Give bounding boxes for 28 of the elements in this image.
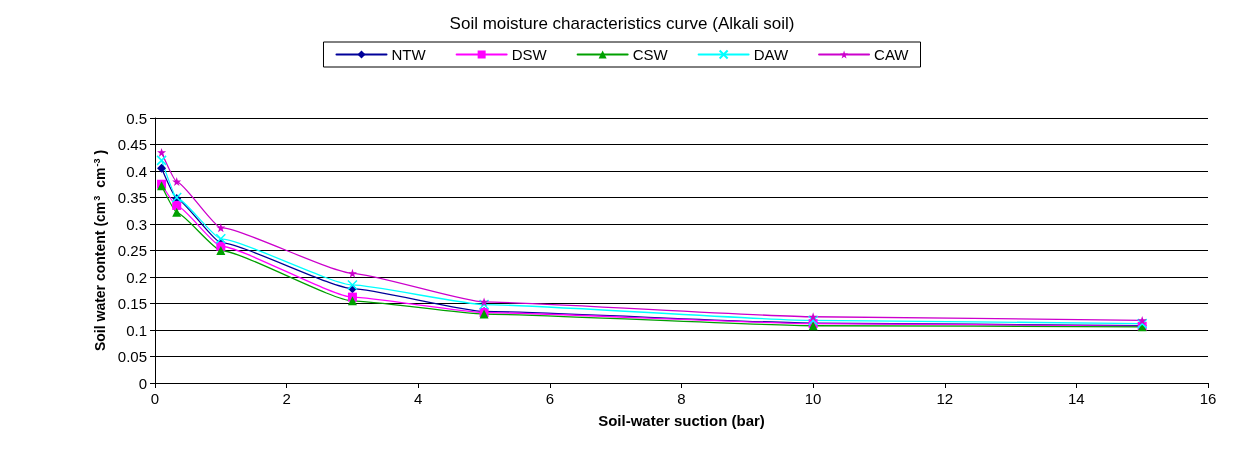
legend-label: CAW	[874, 46, 910, 63]
y-tick-label: 0.25	[117, 242, 147, 259]
y-tick-label: 0.3	[126, 215, 147, 233]
y-tick-label: 0.15	[117, 295, 147, 312]
chart-title: Soil moisture characteristics curve (Alkali soil)	[449, 14, 795, 33]
y-tick-label: 0.4	[126, 162, 147, 180]
x-tick-label: 8	[677, 390, 686, 407]
y-tick-label: 0.35	[117, 189, 147, 206]
y-tick-label: 0.1	[126, 321, 147, 339]
x-tick-label: 2	[282, 390, 291, 407]
x-tick-label: 6	[545, 390, 555, 407]
legend-label: DAW	[753, 46, 789, 63]
y-axis-title: Soil water content (cm3 cm-3)	[91, 149, 108, 352]
legend-label: NTW	[391, 46, 427, 63]
x-tick-label: 12	[936, 390, 954, 407]
y-tick-label: 0.45	[117, 136, 147, 153]
y-tick-label: 0.2	[126, 268, 147, 286]
x-tick-label: 16	[1199, 390, 1217, 407]
x-tick-label: 10	[804, 390, 822, 407]
legend-label: CSW	[632, 46, 669, 63]
x-axis-title: Soil-water suction (bar)	[598, 412, 765, 429]
x-tick-label: 0	[150, 390, 160, 407]
x-tick-label: 4	[414, 390, 423, 407]
legend-label: DSW	[511, 46, 548, 63]
y-tick-label: 0.05	[117, 348, 147, 365]
y-tick-label: 0.5	[126, 109, 147, 127]
y-tick-label: 0	[138, 374, 147, 392]
x-tick-label: 14	[1068, 390, 1085, 407]
